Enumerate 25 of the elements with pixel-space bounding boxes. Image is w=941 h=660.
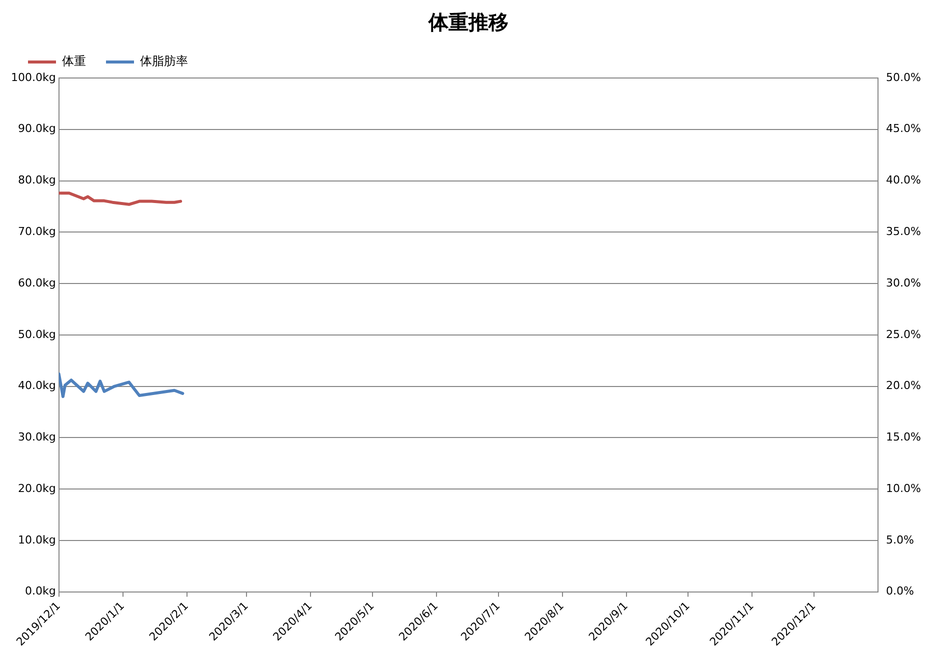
y-tick-label: 30.0kg <box>18 430 56 444</box>
y2-tick-label: 20.0% <box>886 379 922 392</box>
y-tick-label: 60.0kg <box>18 276 56 290</box>
legend-label: 体脂肪率 <box>140 54 188 68</box>
y2-tick-label: 45.0% <box>886 122 922 136</box>
y2-tick-label: 5.0% <box>886 533 914 546</box>
legend-label: 体重 <box>62 54 86 68</box>
y-tick-label: 90.0kg <box>18 122 56 136</box>
y2-tick-label: 0.0% <box>886 584 914 598</box>
y-tick-label: 10.0kg <box>18 533 56 546</box>
y-tick-label: 0.0kg <box>24 584 56 598</box>
y2-tick-label: 40.0% <box>886 174 922 187</box>
y2-tick-label: 15.0% <box>886 430 922 444</box>
y-tick-label: 70.0kg <box>18 224 56 238</box>
y2-tick-label: 25.0% <box>886 328 922 341</box>
y2-tick-label: 30.0% <box>886 276 922 290</box>
y-tick-label: 80.0kg <box>18 174 56 187</box>
y2-tick-label: 50.0% <box>886 70 922 84</box>
y-tick-label: 50.0kg <box>18 328 56 341</box>
y2-tick-label: 10.0% <box>886 482 922 495</box>
y2-tick-label: 35.0% <box>886 224 922 238</box>
y-tick-label: 40.0kg <box>18 379 56 392</box>
chart-title: 体重推移 <box>428 10 508 34</box>
y-tick-label: 100.0kg <box>11 70 56 84</box>
y-tick-label: 20.0kg <box>18 482 56 495</box>
